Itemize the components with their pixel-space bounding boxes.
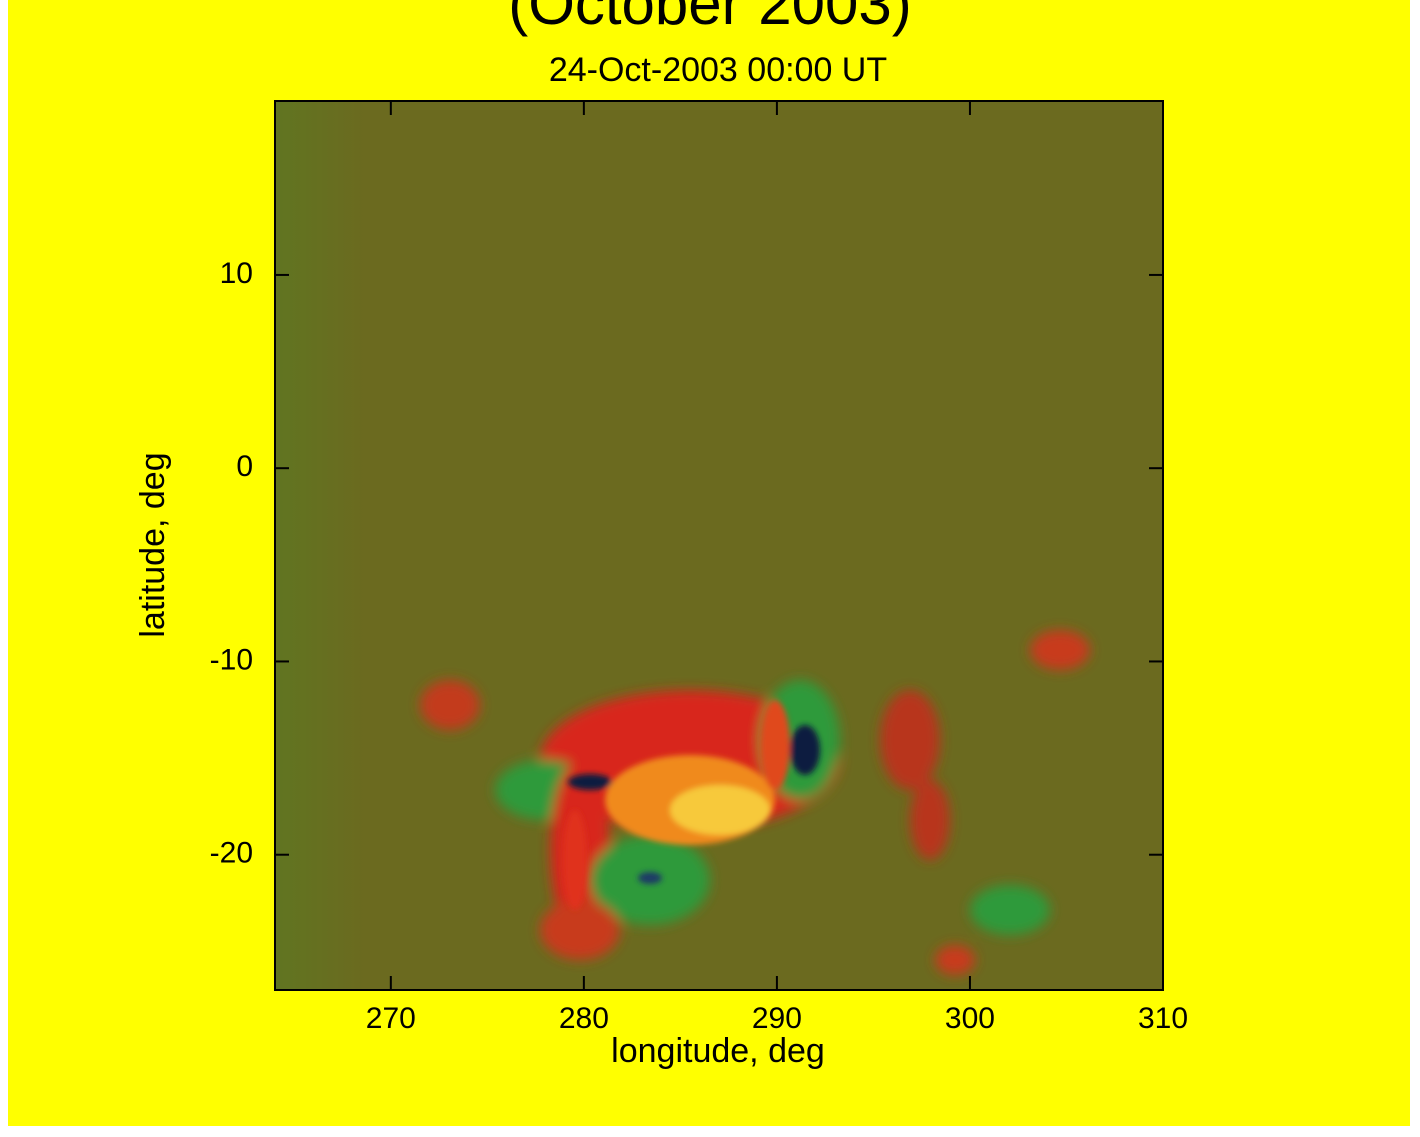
x-tick-label: 270 bbox=[366, 1002, 416, 1035]
x-axis-label: longitude, deg bbox=[611, 1032, 825, 1070]
x-tick-label: 290 bbox=[752, 1002, 802, 1035]
y-tick-label: 10 bbox=[220, 257, 253, 290]
y-tick-label: 0 bbox=[236, 450, 253, 483]
y-tick-label: -20 bbox=[210, 837, 253, 870]
plot-frame bbox=[274, 100, 1164, 991]
x-tick-label: 300 bbox=[945, 1002, 995, 1035]
y-tick-label: -10 bbox=[210, 643, 253, 676]
chart-title: 24-Oct-2003 00:00 UT bbox=[549, 51, 887, 89]
x-tick-label: 310 bbox=[1138, 1002, 1188, 1035]
image-field bbox=[275, 101, 1163, 990]
suptitle: (October 2003) bbox=[508, 0, 912, 37]
x-tick-label: 280 bbox=[559, 1002, 609, 1035]
y-axis-label: latitude, deg bbox=[134, 452, 172, 637]
